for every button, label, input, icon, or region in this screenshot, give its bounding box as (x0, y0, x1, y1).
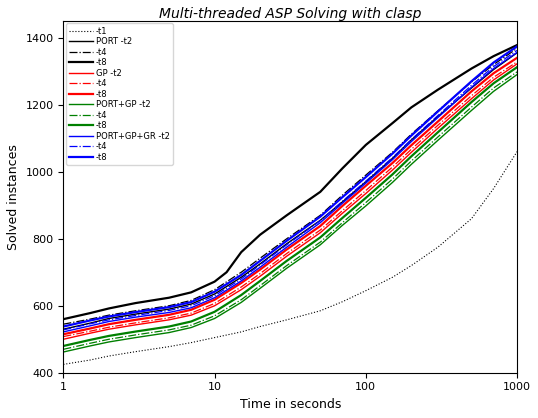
Legend: -t1, PORT -t2, -t4, -t8, GP -t2, -t4, -t8, PORT+GP -t2, -t4, -t8, PORT+GP+GR -t2: -t1, PORT -t2, -t4, -t8, GP -t2, -t4, -t… (66, 23, 173, 165)
Y-axis label: Solved instances: Solved instances (7, 144, 20, 250)
Title: Multi-threaded ASP Solving with clasp: Multi-threaded ASP Solving with clasp (159, 7, 421, 21)
X-axis label: Time in seconds: Time in seconds (239, 398, 341, 411)
